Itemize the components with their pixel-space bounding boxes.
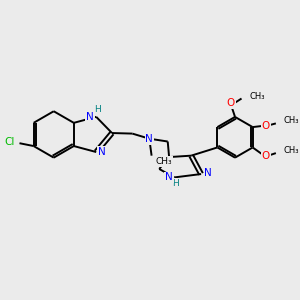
Text: O: O [227,98,235,108]
Text: H: H [94,105,101,114]
Text: CH₃: CH₃ [284,146,299,155]
Text: CH₃: CH₃ [250,92,265,101]
Text: N: N [165,172,173,182]
Text: N: N [146,134,153,144]
Text: Cl: Cl [4,137,14,147]
Text: N: N [205,168,212,178]
Text: O: O [262,151,270,161]
Text: N: N [86,112,94,122]
Text: CH₃: CH₃ [284,116,299,125]
Text: CH₃: CH₃ [156,157,172,166]
Text: O: O [262,121,270,131]
Text: H: H [172,179,179,188]
Text: N: N [98,147,105,157]
